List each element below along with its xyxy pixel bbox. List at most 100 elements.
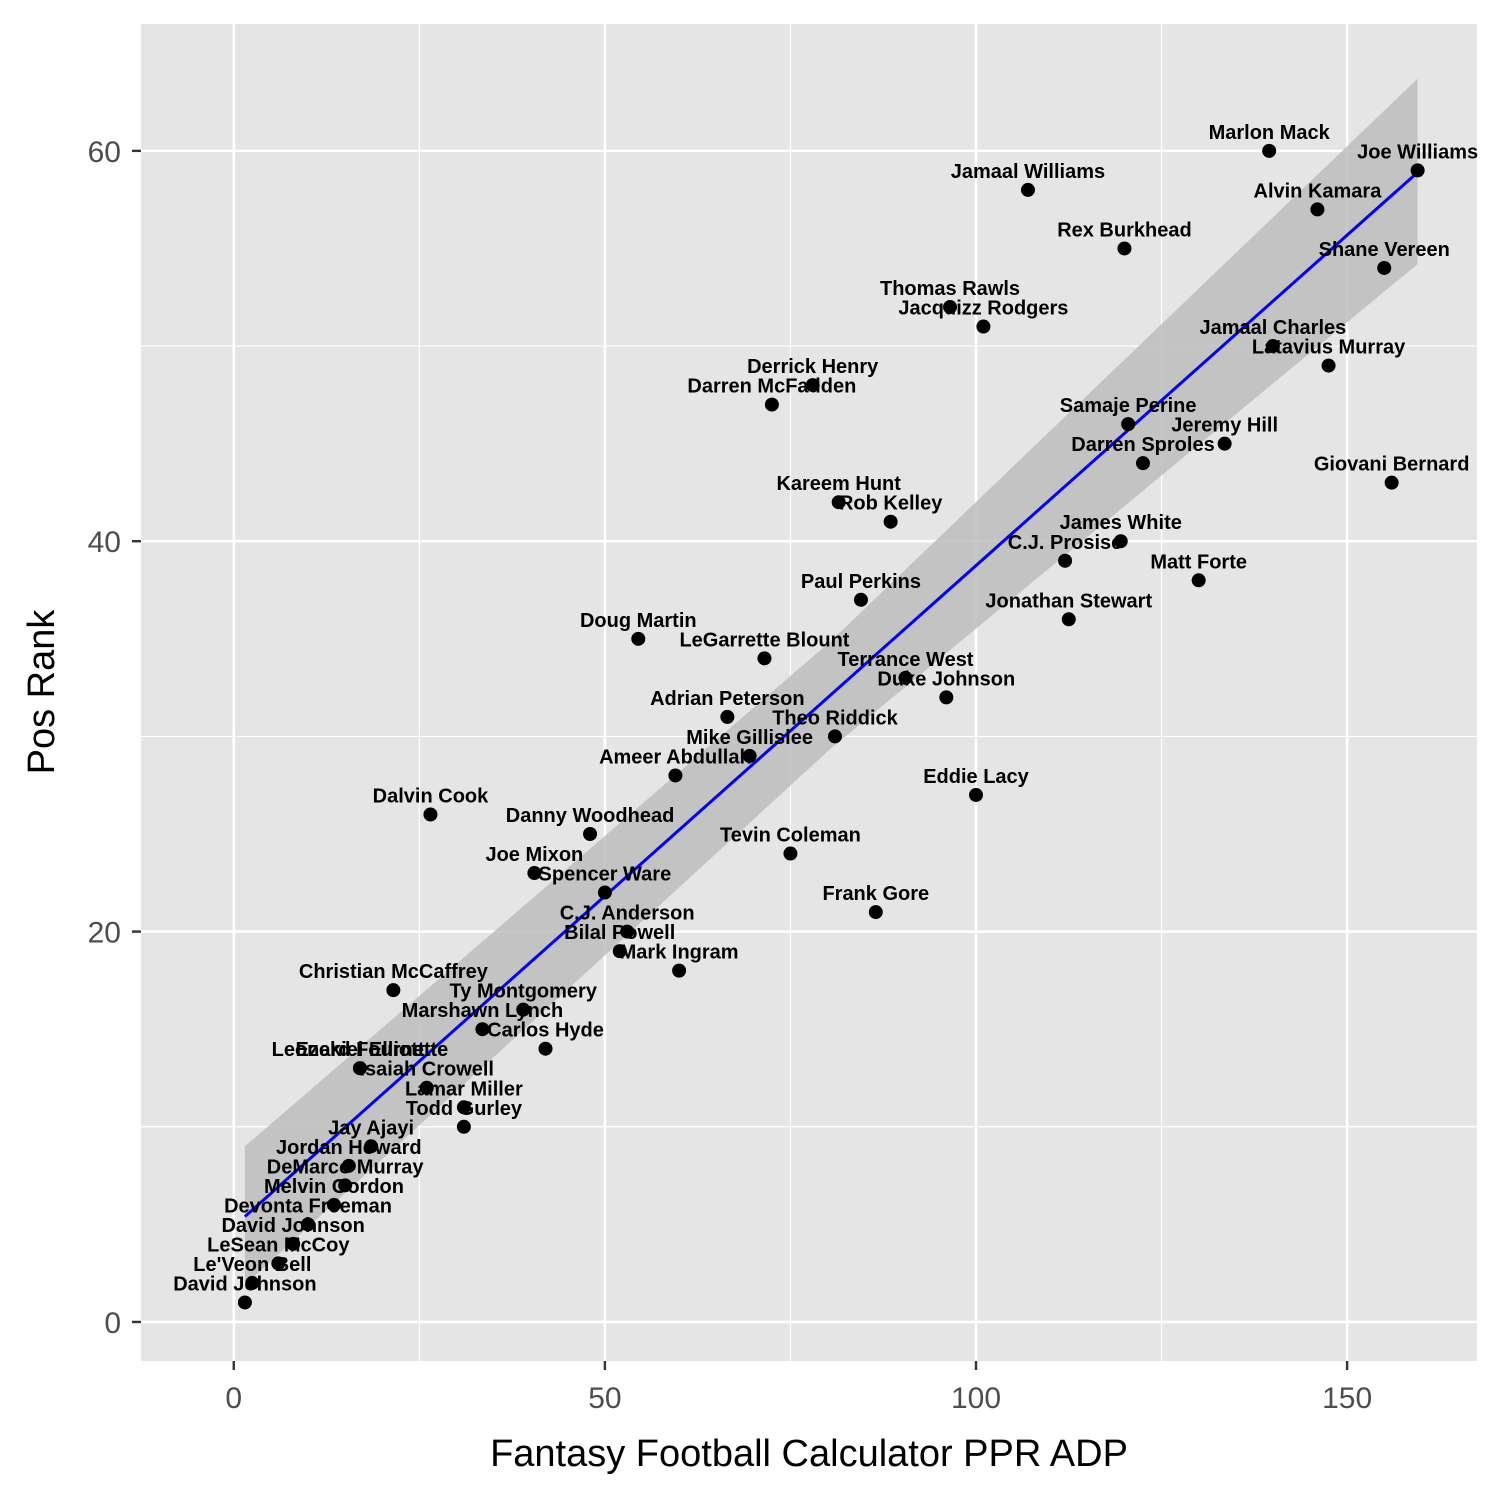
x-tick-label: 50 bbox=[588, 1382, 621, 1415]
y-tick-label: 20 bbox=[88, 917, 121, 950]
x-axis: 0 50 100 150 bbox=[225, 1361, 1372, 1415]
point-label: Carlos Hyde bbox=[487, 1020, 604, 1042]
data-point bbox=[1265, 339, 1280, 354]
y-tick-label: 40 bbox=[88, 526, 121, 559]
data-point bbox=[364, 1139, 379, 1154]
point-label: Matt Forte bbox=[1150, 551, 1247, 573]
data-point bbox=[1262, 143, 1277, 158]
point-label: Doug Martin bbox=[580, 610, 697, 632]
data-point bbox=[301, 1217, 315, 1232]
point-label: Jamaal Williams bbox=[951, 161, 1105, 183]
data-point bbox=[943, 300, 958, 315]
x-tick-label: 150 bbox=[1322, 1382, 1372, 1415]
data-point bbox=[1061, 612, 1076, 627]
point-label: LeGarrette Blount bbox=[679, 629, 849, 651]
point-label: Shane Vereen bbox=[1319, 239, 1450, 261]
data-point bbox=[976, 319, 991, 334]
point-label: Joe Mixon bbox=[485, 844, 583, 866]
data-point bbox=[538, 1041, 553, 1056]
point-label: Ameer Abdullah bbox=[599, 746, 752, 768]
data-point bbox=[527, 866, 542, 881]
point-label: C.J. Prosise bbox=[1008, 532, 1123, 554]
point-label: Alvin Kamara bbox=[1254, 180, 1383, 202]
data-point bbox=[597, 885, 612, 900]
data-point bbox=[620, 924, 635, 939]
trendline bbox=[243, 171, 1419, 1218]
data-point bbox=[783, 846, 798, 861]
data-point bbox=[583, 827, 598, 842]
point-label: Darren McFadden bbox=[687, 376, 856, 398]
data-point bbox=[456, 1100, 471, 1115]
point-label: Bilal Powell bbox=[564, 922, 675, 944]
data-point bbox=[1377, 260, 1392, 275]
point-label: James White bbox=[1060, 512, 1182, 534]
point-label: Jacquizz Rodgers bbox=[898, 298, 1068, 320]
data-point bbox=[742, 748, 757, 763]
point-label: Jamaal Charles bbox=[1200, 317, 1347, 339]
point-label: Tevin Coleman bbox=[720, 825, 861, 847]
point-label: Jonathan Stewart bbox=[985, 590, 1152, 612]
data-point bbox=[456, 1119, 471, 1134]
point-label: DeMarco Murray bbox=[267, 1156, 425, 1178]
point-label: Rob Kelley bbox=[839, 493, 943, 515]
data-point bbox=[1410, 163, 1425, 178]
point-label: Rex Burkhead bbox=[1057, 219, 1192, 241]
point-label: Dalvin Cook bbox=[373, 785, 489, 807]
data-point bbox=[326, 1197, 341, 1212]
y-axis-title: Pos Rank bbox=[21, 609, 63, 775]
point-label: Jordan Howard bbox=[276, 1137, 422, 1159]
confidence-band-layer bbox=[244, 78, 1418, 1285]
point-label: Eddie Lacy bbox=[923, 766, 1029, 788]
data-point bbox=[853, 592, 868, 607]
point-label: C.J. Anderson bbox=[560, 903, 695, 925]
data-point bbox=[419, 1080, 434, 1095]
data-point bbox=[827, 729, 842, 744]
data-point bbox=[338, 1178, 353, 1193]
data-point bbox=[245, 1275, 260, 1290]
y-axis: 0 20 40 60 bbox=[88, 136, 141, 1340]
point-label: Marshawn Lynch bbox=[402, 1000, 564, 1022]
point-label: David Johnson bbox=[221, 1215, 364, 1237]
data-point bbox=[1384, 475, 1399, 490]
point-label: Melvin Gordon bbox=[264, 1176, 404, 1198]
point-label: Thomas Rawls bbox=[880, 278, 1020, 300]
point-label: Darren Sproles bbox=[1071, 434, 1214, 456]
major-gridlines bbox=[141, 24, 1477, 1361]
data-point bbox=[516, 1002, 531, 1017]
data-point bbox=[1113, 534, 1128, 549]
point-label: LeSean McCoy bbox=[207, 1234, 350, 1256]
data-point bbox=[286, 1236, 301, 1251]
x-axis-title: Fantasy Football Calculator PPR ADP bbox=[490, 1433, 1128, 1475]
point-label: Jeremy Hill bbox=[1171, 415, 1278, 437]
point-label: Danny Woodhead bbox=[506, 805, 675, 827]
data-point bbox=[612, 944, 627, 959]
data-point bbox=[1117, 241, 1132, 256]
point-label: Frank Gore bbox=[822, 883, 929, 905]
point-label: Isaiah Crowell bbox=[360, 1059, 495, 1081]
point-label: Theo Riddick bbox=[772, 707, 898, 729]
data-point bbox=[1191, 573, 1206, 588]
data-point bbox=[831, 495, 846, 510]
point-label: Jay Ajayi bbox=[328, 1117, 414, 1139]
point-label: Derrick Henry bbox=[747, 356, 879, 378]
y-tick-label: 0 bbox=[104, 1307, 121, 1340]
data-point bbox=[883, 514, 898, 529]
point-label: Mark Ingram bbox=[620, 942, 739, 964]
point-label: Todd Gurley bbox=[406, 1098, 523, 1120]
data-point bbox=[1136, 456, 1150, 471]
data-point bbox=[1121, 417, 1136, 432]
data-point bbox=[672, 963, 687, 978]
point-label: Terrance West bbox=[837, 649, 973, 671]
point-label: Lamar Miller bbox=[405, 1078, 523, 1100]
data-point bbox=[668, 768, 683, 783]
y-tick-label: 60 bbox=[88, 136, 121, 169]
point-label: Marlon Mack bbox=[1209, 122, 1331, 144]
data-point bbox=[764, 397, 779, 412]
data-point bbox=[805, 378, 820, 393]
point-label: Giovani Bernard bbox=[1314, 454, 1470, 476]
point-label: Adrian Peterson bbox=[650, 688, 804, 710]
data-point bbox=[939, 690, 954, 705]
data-point bbox=[631, 631, 646, 646]
